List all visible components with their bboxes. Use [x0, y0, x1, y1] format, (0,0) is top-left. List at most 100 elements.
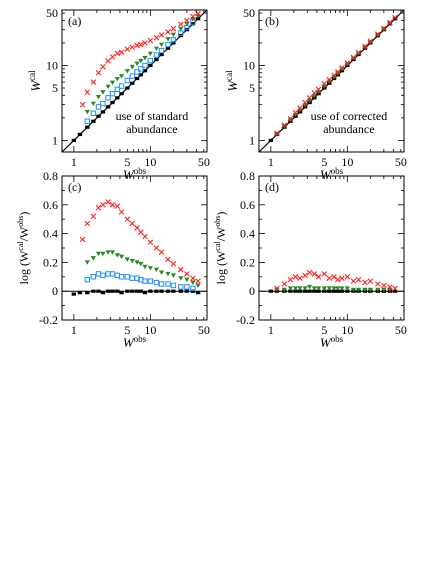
point-black	[302, 289, 308, 293]
point-green	[321, 286, 327, 291]
point-blue	[142, 62, 148, 69]
point-green	[109, 80, 116, 86]
x-tick-label: 10	[144, 323, 156, 337]
point-green	[158, 270, 165, 275]
point-blue	[105, 271, 111, 277]
series-red	[79, 199, 201, 284]
point-green	[335, 286, 341, 291]
point-green	[147, 51, 153, 57]
x-tick-label: 10	[341, 155, 353, 169]
y-tick-label: 0.4	[43, 227, 58, 241]
x-tick-label: 1	[71, 323, 77, 337]
point-blue	[190, 285, 196, 292]
point-green	[344, 62, 350, 67]
point-green	[355, 51, 362, 56]
point-black	[115, 289, 120, 293]
series-green	[84, 250, 201, 288]
point-red	[315, 86, 322, 93]
point-blue	[124, 274, 131, 280]
x-axis: 1 5 10 50	[268, 10, 407, 169]
point-black	[125, 289, 130, 293]
series-red	[79, 10, 201, 108]
point-green	[184, 21, 190, 27]
point-green	[90, 256, 96, 261]
point-green	[170, 32, 176, 38]
point-red	[178, 266, 184, 273]
point-green	[297, 286, 303, 291]
plot-frame	[258, 9, 405, 153]
point-red	[355, 276, 362, 283]
point-black	[85, 125, 90, 129]
point-red	[274, 130, 280, 136]
y-axis-label: Wcal	[27, 70, 43, 92]
point-red	[387, 284, 393, 290]
point-black	[134, 289, 140, 293]
point-green	[124, 69, 130, 74]
point-red	[375, 281, 381, 287]
point-black	[339, 289, 345, 293]
point-black	[293, 289, 298, 293]
y-tick-label: 0.2	[43, 255, 58, 269]
y-axis: -0.2 0 0.2 0.4 0.6 0.8	[236, 169, 404, 327]
point-green	[84, 109, 90, 115]
point-green	[311, 286, 317, 291]
panel-d: 1 5 10 50 -0.2 0 0.2 0.4 0.6 0.8 (d) Wobs log (Wcal/…	[213, 169, 407, 350]
point-red	[184, 271, 190, 277]
point-green	[362, 45, 368, 50]
point-blue	[95, 104, 102, 110]
point-green	[90, 101, 96, 106]
x-axis-label: Wobs	[320, 334, 344, 350]
x-axis: 1 5 10 50	[71, 176, 210, 337]
point-black	[77, 132, 83, 137]
point-green	[124, 257, 130, 262]
y-tick-label: 0.4	[240, 227, 255, 241]
point-red	[326, 76, 333, 83]
point-blue	[105, 95, 111, 101]
series-red	[274, 14, 398, 136]
point-black	[345, 289, 350, 293]
point-red	[287, 115, 294, 122]
point-black	[119, 291, 124, 295]
point-green	[355, 287, 362, 293]
x-tick-label: 5	[321, 155, 327, 169]
point-red	[114, 203, 121, 210]
x-tick-label: 5	[124, 155, 130, 169]
point-blue	[129, 73, 135, 79]
point-red	[100, 202, 106, 208]
point-blue	[90, 110, 97, 116]
point-black	[195, 291, 201, 295]
point-red	[153, 34, 160, 41]
y-tick-label: 0	[249, 284, 255, 298]
point-black	[148, 289, 153, 293]
point-red	[392, 285, 398, 292]
point-green	[326, 286, 332, 291]
point-green	[138, 58, 144, 64]
point-black	[125, 86, 130, 90]
point-black	[297, 289, 303, 293]
point-red	[90, 79, 97, 85]
y-tick-label: 50	[243, 6, 255, 20]
point-green	[100, 251, 106, 257]
y-tick-label: 0	[52, 284, 58, 298]
annotation-text: abundance	[323, 122, 374, 136]
point-black	[105, 289, 111, 293]
point-blue	[165, 41, 171, 48]
point-black	[71, 292, 77, 296]
x-tick-label: 50	[198, 323, 210, 337]
y-tick-label: 50	[46, 6, 58, 20]
point-blue	[184, 284, 190, 290]
point-red	[100, 64, 106, 70]
point-black	[142, 291, 148, 295]
point-red	[339, 65, 345, 71]
point-blue	[138, 66, 144, 72]
point-black	[105, 105, 111, 109]
point-blue	[178, 284, 184, 290]
point-red	[281, 122, 288, 128]
point-red	[105, 199, 111, 205]
point-green	[158, 42, 165, 47]
point-green	[129, 65, 135, 70]
point-red	[381, 282, 387, 289]
series-red	[274, 269, 398, 292]
point-red	[124, 216, 131, 222]
point-green	[306, 284, 313, 290]
